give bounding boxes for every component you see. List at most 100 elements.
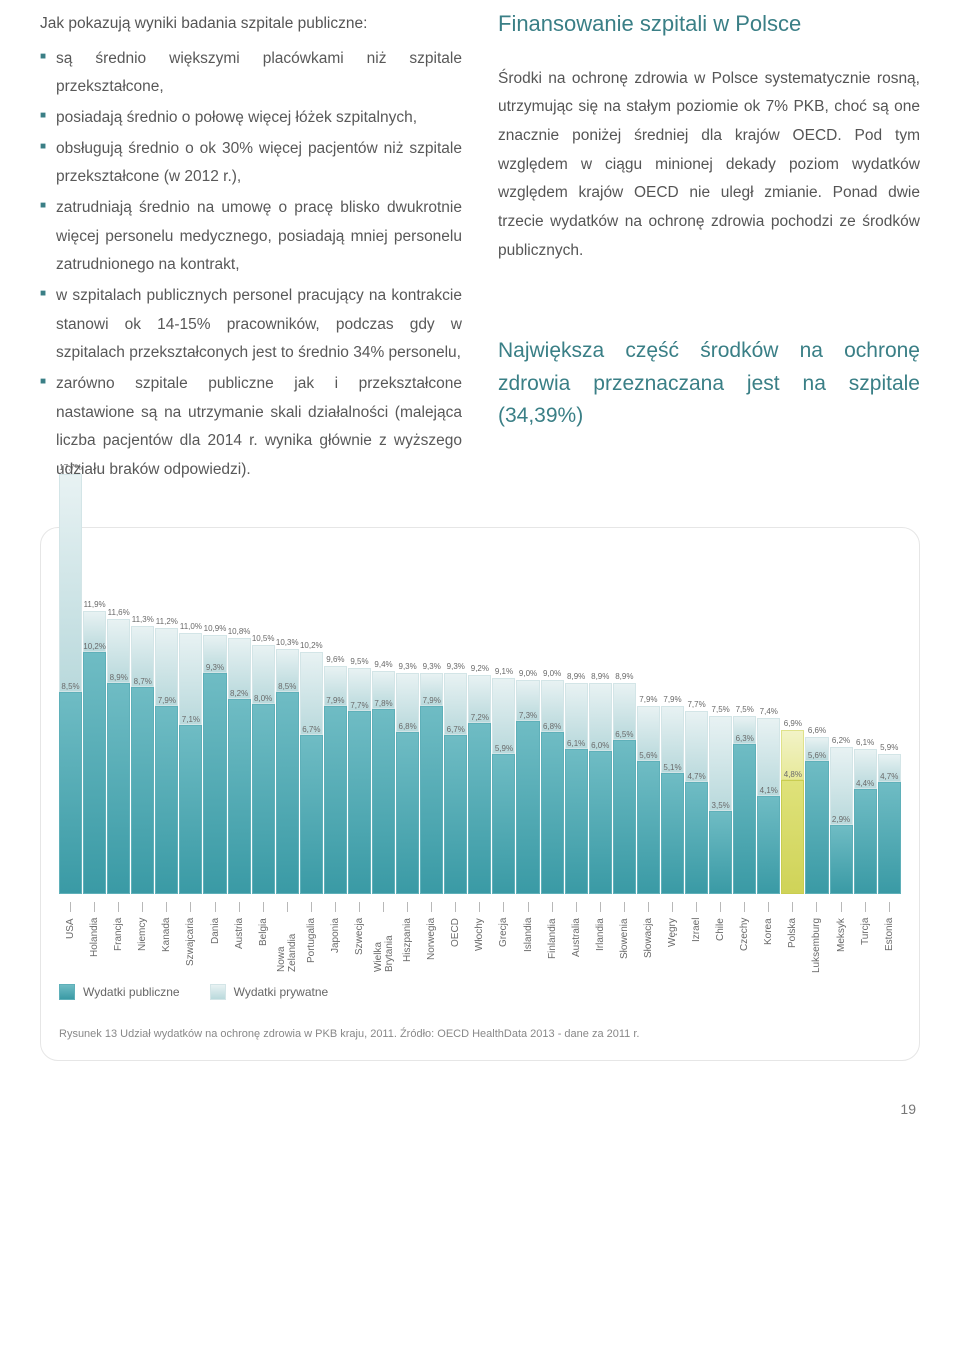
axis-tick (479, 902, 480, 912)
bar-public-label: 8,5% (278, 682, 296, 691)
bar-total-label: 10,9% (204, 624, 227, 633)
bar-public-label: 4,1% (760, 786, 778, 795)
bar-public-label: 5,6% (639, 751, 657, 760)
bullet-item: obsługują średnio o ok 30% więcej pacjen… (40, 135, 462, 192)
right-column: Finansowanie szpitali w Polsce Środki na… (498, 10, 920, 487)
bar-total-label: 9,1% (495, 667, 513, 676)
axis-tick (239, 902, 240, 912)
left-column: Jak pokazują wyniki badania szpitale pub… (40, 10, 462, 487)
chart-card: 17,7%8,5%USA11,9%10,2%Holandia11,6%8,9%F… (40, 527, 920, 1061)
bar-Wielka Brytania: 9,4% 7,8% Wielka Brytania (372, 474, 395, 972)
bar-public-label: 6,8% (399, 722, 417, 731)
axis-tick (503, 902, 504, 912)
bar-total-label: 11,9% (84, 600, 106, 609)
bar-public-label: 5,9% (495, 744, 513, 753)
bar-Izrael: 7,7% 4,7% Izrael (685, 474, 708, 972)
bar-total-label: 7,5% (736, 705, 754, 714)
axis-label: Węgry (667, 918, 678, 972)
bar-public-label: 7,7% (350, 701, 368, 710)
axis-label: Luksemburg (811, 918, 822, 972)
chart-caption: Rysunek 13 Udział wydatków na ochronę zd… (59, 1028, 901, 1040)
axis-label: Szwecja (354, 918, 365, 972)
bar-Austria: 10,8%8,2%Austria (228, 474, 251, 972)
bar-Chile: 7,5%3,5%Chile (709, 474, 732, 972)
bar-total-label: 10,2% (300, 641, 323, 650)
bar-total-label: 11,2% (156, 617, 178, 626)
axis-tick (552, 902, 553, 912)
bar-total-label: 9,3% (399, 662, 417, 671)
axis-label: Islandia (523, 918, 534, 972)
axis-tick (407, 902, 408, 912)
bar-public-label: 5,1% (663, 763, 681, 772)
axis-tick (528, 902, 529, 912)
axis-tick (768, 902, 769, 912)
bar-total-label: 5,9% (880, 743, 898, 752)
bar-public-label: 7,9% (158, 696, 176, 705)
axis-label: USA (65, 918, 76, 972)
bar-total-label: 9,4% (374, 660, 392, 669)
bar-total-label: 7,4% (760, 707, 778, 716)
bar-public-label: 6,1% (567, 739, 585, 748)
bar-Hiszpania: 9,3%6,8%Hiszpania (396, 474, 419, 972)
axis-label: Wielka Brytania (373, 918, 395, 972)
bar-public-label: 3,5% (712, 801, 730, 810)
bar-public-label: 8,5% (61, 682, 79, 691)
axis-label: Korea (763, 918, 774, 972)
stacked-bar-chart: 17,7%8,5%USA11,9%10,2%Holandia11,6%8,9%F… (59, 552, 901, 972)
bar-total-label: 8,9% (591, 672, 609, 681)
bar-public-label: 6,0% (591, 741, 609, 750)
bar-total-label: 9,6% (326, 655, 344, 664)
axis-tick (311, 902, 312, 912)
bullet-item: są średnio większymi placówkami niż szpi… (40, 45, 462, 102)
bar-public-label: 4,8% (784, 770, 802, 779)
axis-tick (455, 902, 456, 912)
bar-Grecja: 9,1%5,9%Grecja (492, 474, 515, 972)
bar-public-label: 4,7% (687, 772, 705, 781)
bar-total-label: 8,9% (567, 672, 585, 681)
bar-Słowacja: 7,9%5,6%Słowacja (637, 474, 660, 972)
axis-label: OECD (450, 918, 461, 972)
axis-label: Chile (715, 918, 726, 972)
bar-public-label: 8,9% (110, 673, 128, 682)
bar-total-label: 10,5% (252, 634, 275, 643)
legend-label-private: Wydatki prywatne (234, 985, 329, 999)
axis-label: Holandia (89, 918, 100, 972)
axis-label: Polska (787, 918, 798, 972)
bar-total-label: 9,5% (350, 657, 368, 666)
axis-label: Meksyk (836, 918, 847, 972)
bar-public-label: 7,9% (326, 696, 344, 705)
bar-Norwegia: 9,3%7,9%Norwegia (420, 474, 443, 972)
bar-total-label: 6,6% (808, 726, 826, 735)
bar-total-label: 7,7% (687, 700, 705, 709)
axis-label: Izrael (691, 918, 702, 972)
bar-Irlandia: 8,9%6,0%Irlandia (589, 474, 612, 972)
section-heading: Finansowanie szpitali w Polsce (498, 10, 920, 39)
axis-label: Turcja (860, 918, 871, 972)
axis-tick (624, 902, 625, 912)
bullet-item: zarówno szpitale publiczne jak i przeksz… (40, 370, 462, 485)
axis-tick (215, 902, 216, 912)
bar-public-label: 7,2% (471, 713, 489, 722)
axis-label: Nowa Zelandia (276, 918, 298, 972)
bar-public-label: 6,5% (615, 730, 633, 739)
axis-label: Portugalia (306, 918, 317, 972)
bar-Holandia: 11,9%10,2%Holandia (83, 474, 106, 972)
bar-Luksemburg: 6,6%5,6%Luksemburg (805, 474, 828, 972)
axis-tick (70, 902, 71, 912)
axis-tick (744, 902, 745, 912)
axis-tick (792, 902, 793, 912)
bar-total-label: 8,9% (615, 672, 633, 681)
bar-public-label: 8,2% (230, 689, 248, 698)
axis-label: Francja (113, 918, 124, 972)
legend-swatch-light (210, 984, 226, 1000)
chart-wrapper: 17,7%8,5%USA11,9%10,2%Holandia11,6%8,9%F… (59, 552, 901, 972)
axis-label: Kanada (161, 918, 172, 972)
page: Jak pokazują wyniki badania szpitale pub… (0, 0, 960, 1137)
axis-label: Słowacja (643, 918, 654, 972)
page-number: 19 (40, 1101, 920, 1117)
axis-label: Niemcy (137, 918, 148, 972)
bar-total-label: 9,0% (519, 669, 537, 678)
bar-Kanada: 11,2% 7,9% Kanada (155, 474, 178, 972)
right-paragraph: Środki na ochronę zdrowia w Polsce syste… (498, 65, 920, 266)
bar-public-label: 7,8% (374, 699, 392, 708)
